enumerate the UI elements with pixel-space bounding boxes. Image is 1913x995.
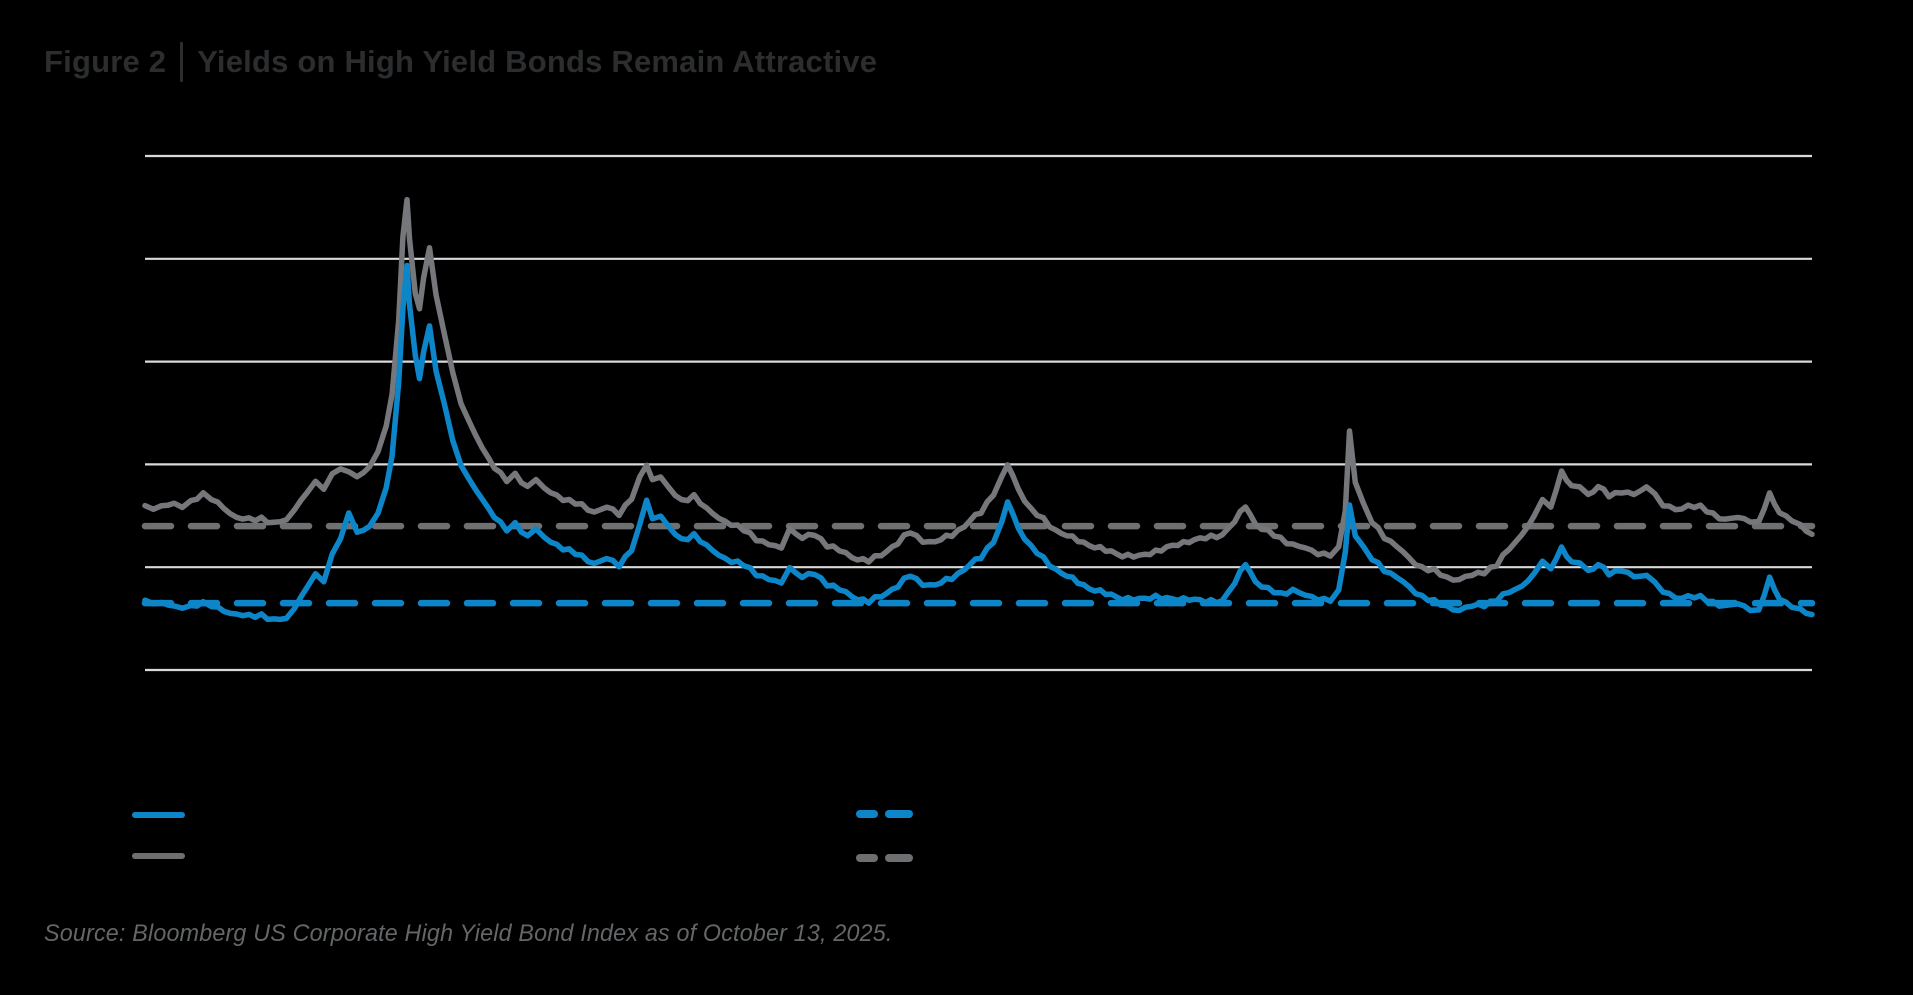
legend-swatch-gray-dashed	[856, 854, 913, 862]
title-separator-bar	[180, 42, 184, 82]
source-note: Source: Bloomberg US Corporate High Yiel…	[44, 920, 893, 947]
legend-swatch-blue-solid	[132, 812, 185, 818]
figure-title: Figure 2 Yields on High Yield Bonds Rema…	[44, 42, 877, 82]
legend-swatch-gray-solid	[132, 853, 185, 859]
figure-label: Figure 2	[44, 44, 167, 79]
figure-title-text: Yields on High Yield Bonds Remain Attrac…	[197, 44, 878, 79]
legend-swatch-blue-dashed	[856, 810, 913, 818]
